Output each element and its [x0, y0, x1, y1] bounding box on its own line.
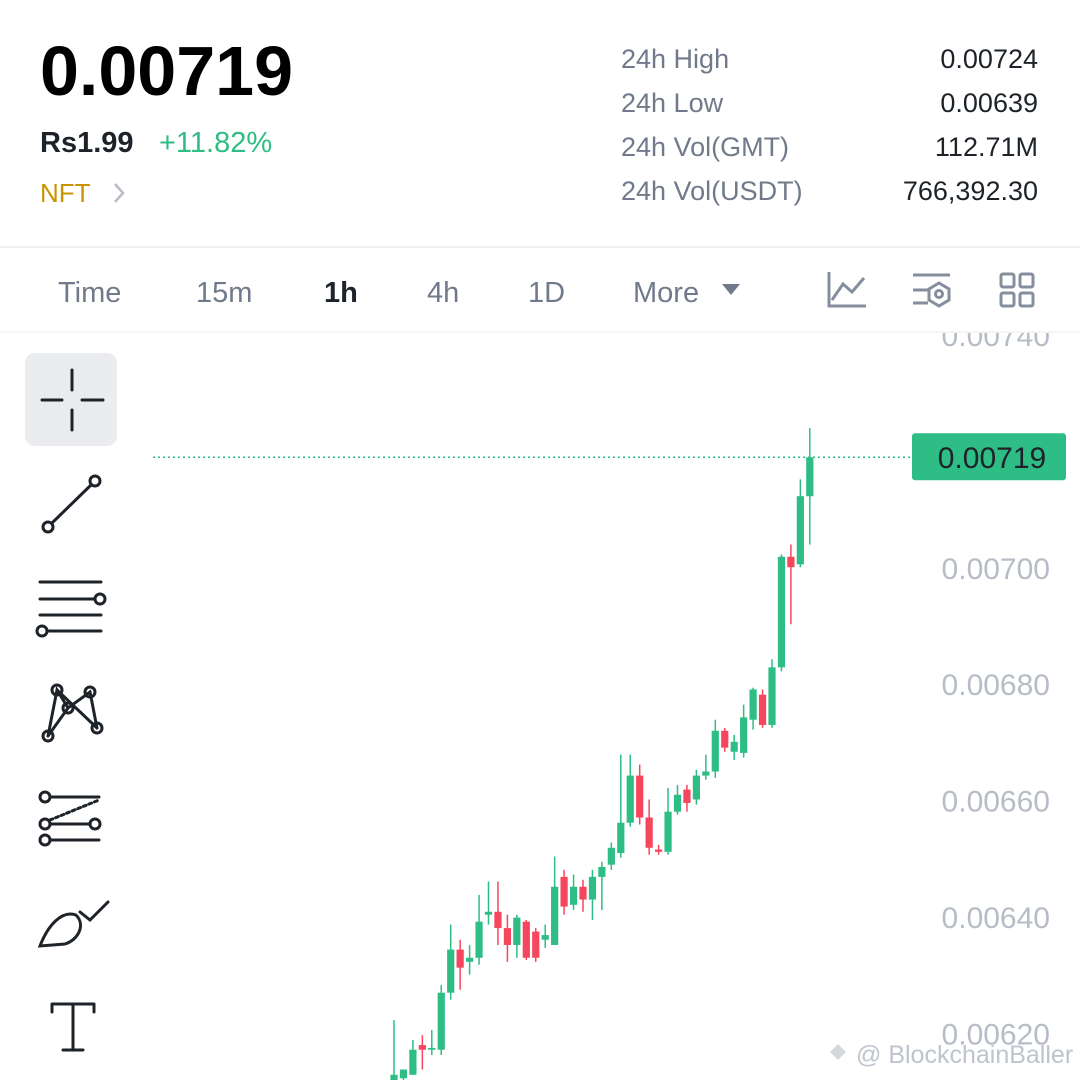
tag[interactable]: NFT	[40, 178, 91, 208]
candle-body	[683, 789, 691, 803]
drawing-tools	[25, 353, 117, 1052]
candle-body	[541, 935, 549, 940]
candle-body	[721, 730, 729, 748]
candle-body	[806, 457, 814, 497]
candle-body	[777, 556, 786, 668]
chart-type-icon[interactable]	[827, 272, 866, 308]
price-change: +11.82%	[159, 127, 272, 159]
candle-body	[484, 911, 493, 915]
stat-label: 24h Vol(USDT)	[621, 176, 803, 206]
last-price-tag	[912, 433, 1066, 481]
interval-tab[interactable]: 4h	[427, 277, 459, 309]
last-price-label: 0.00719	[938, 442, 1046, 475]
y-tick-label: 0.00700	[942, 553, 1050, 586]
candle-body	[588, 876, 597, 900]
stats: 24h High 0.00724 24h Low 0.00639 24h Vol(GMT…	[621, 44, 1038, 206]
layout-icon[interactable]	[999, 272, 1035, 308]
line-tool[interactable]	[41, 474, 102, 534]
y-tick-label: 0.00660	[942, 786, 1050, 819]
candle-body	[758, 694, 767, 725]
candle-body	[645, 817, 653, 848]
candle-body	[437, 992, 445, 1050]
candle-body	[503, 928, 511, 945]
candle-body	[418, 1045, 426, 1050]
pattern-tool[interactable]	[41, 683, 104, 743]
candle-body	[569, 886, 578, 905]
interval-tab[interactable]: 1D	[528, 277, 565, 309]
stat-label: 24h High	[621, 44, 729, 74]
candle-body	[607, 847, 615, 865]
stat-label: 24h Vol(GMT)	[621, 132, 789, 162]
stat-value: 112.71M	[935, 132, 1038, 162]
interval-tabs: Time 15m 1h 4h 1D More	[58, 277, 699, 309]
candle-body	[626, 775, 634, 823]
candle-body	[796, 496, 804, 565]
candle-body	[522, 921, 530, 958]
more-caret	[722, 284, 740, 295]
parallel-tool[interactable]	[35, 580, 107, 638]
y-tick-label: 0.00680	[942, 669, 1050, 702]
interval-tab[interactable]: More	[633, 277, 699, 309]
candle-body	[664, 811, 672, 852]
candle-body	[655, 849, 663, 852]
candle-body	[551, 886, 559, 945]
interval-tab[interactable]: 15m	[196, 277, 252, 309]
candle-body	[560, 876, 568, 907]
stat-label: 24h Low	[621, 88, 724, 118]
candle-body	[617, 822, 625, 854]
candle-body	[673, 794, 682, 812]
last-price: 0.00719	[40, 32, 293, 110]
candle-body	[390, 1074, 398, 1080]
price-chart: 0.007400.007000.006800.006600.006400.006…	[153, 320, 1066, 1080]
indicator-icon[interactable]	[913, 273, 951, 308]
fiat-price: Rs1.99	[40, 127, 134, 159]
candle-body	[787, 556, 795, 568]
stat-value: 0.00724	[940, 44, 1038, 74]
candle-body	[475, 921, 483, 958]
candle-body	[409, 1049, 417, 1075]
candle-body	[399, 1069, 408, 1079]
candle-body	[598, 866, 606, 877]
y-tick-label: 0.00640	[942, 902, 1050, 935]
watermark-logo	[830, 1044, 846, 1060]
candle-body	[749, 689, 757, 720]
fib-tool[interactable]	[38, 790, 102, 847]
candle-body	[494, 911, 502, 929]
stat-value: 766,392.30	[903, 176, 1038, 206]
text-tool[interactable]	[50, 1002, 96, 1052]
candle-body	[532, 931, 540, 958]
interval-tab[interactable]: 1h	[324, 277, 358, 309]
candle-body	[456, 949, 464, 968]
candle-body	[466, 957, 474, 962]
candle-body	[768, 667, 776, 725]
candle-body	[711, 730, 719, 772]
candle-body	[730, 741, 738, 752]
tag-chevron	[114, 183, 125, 203]
stat-value: 0.00639	[940, 88, 1038, 118]
candle-body	[428, 1047, 436, 1050]
watermark: @ BlockchainBaller	[856, 1041, 1073, 1069]
candle-body	[513, 917, 521, 945]
brush-tool[interactable]	[37, 900, 110, 948]
candle-body	[702, 771, 710, 776]
crosshair-tool[interactable]	[25, 353, 117, 446]
candle-body	[447, 949, 455, 993]
y-tick-label: 0.00620	[942, 1018, 1050, 1051]
candle-body	[740, 717, 748, 753]
candle-body	[692, 775, 700, 800]
top-panel	[0, 0, 1080, 333]
candle-body	[579, 886, 587, 900]
candle-body	[636, 775, 644, 818]
interval-tab[interactable]: Time	[58, 277, 121, 309]
